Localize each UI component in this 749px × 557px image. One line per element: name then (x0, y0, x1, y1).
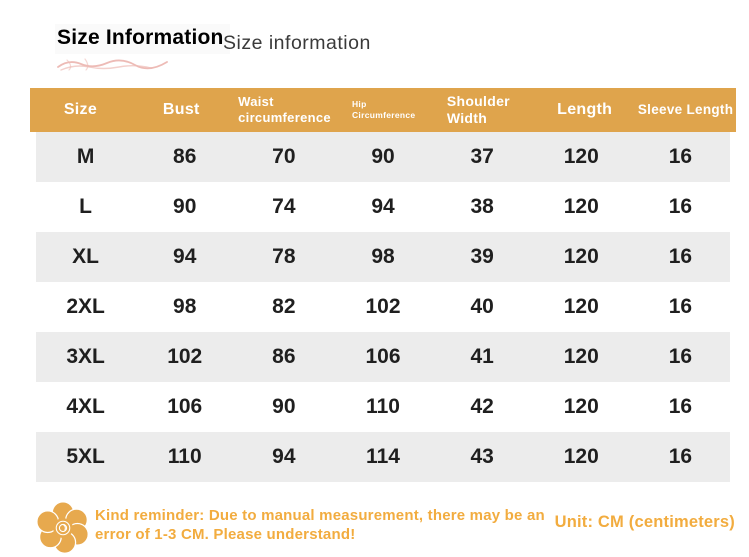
page-subtitle: Size information (223, 32, 371, 54)
flower-icon (36, 501, 89, 554)
size-cell: 4XL (66, 395, 105, 418)
table-body: M 86 70 90 37 120 16 L 90 74 94 38 120 16 XL 94 78 98 39 12… (36, 132, 730, 482)
table-row: M 86 70 90 37 120 16 (36, 132, 730, 182)
value-cell: 94 (272, 445, 296, 468)
value-cell: 98 (371, 245, 395, 268)
value-cell: 90 (173, 195, 197, 218)
size-table: Size Bust Waist circumference Hip Circum… (30, 88, 736, 482)
size-cell: M (76, 145, 95, 168)
size-cell: 2XL (66, 295, 105, 318)
value-cell: 120 (563, 345, 599, 368)
size-cell: 3XL (66, 345, 105, 368)
size-cell: L (79, 195, 92, 218)
table-row: 3XL 102 86 106 41 120 16 (36, 332, 730, 382)
value-cell: 94 (173, 245, 197, 268)
table-row: 4XL 106 90 110 42 120 16 (36, 382, 730, 432)
value-cell: 120 (563, 245, 599, 268)
header-cell-bust: Bust (162, 101, 200, 118)
table-row: XL 94 78 98 39 120 16 (36, 232, 730, 282)
size-cell: XL (72, 245, 99, 268)
header-cell-sleeve-length: Sleeve Length (637, 101, 734, 117)
header-cell-waist-circumference: Waist circumference (238, 93, 331, 125)
value-cell: 78 (272, 245, 296, 268)
value-cell: 16 (668, 295, 693, 318)
value-cell: 106 (167, 395, 203, 418)
value-cell: 16 (668, 445, 693, 468)
value-cell: 37 (470, 145, 494, 168)
value-cell: 41 (470, 345, 494, 368)
value-cell: 74 (272, 195, 296, 218)
header-cell-size: Size (63, 101, 98, 118)
value-cell: 120 (563, 195, 599, 218)
table-row: 2XL 98 82 102 40 120 16 (36, 282, 730, 332)
value-cell: 38 (470, 195, 494, 218)
value-cell: 70 (272, 145, 296, 168)
reminder-text: Kind reminder: Due to manual measurement… (95, 507, 545, 543)
value-cell: 110 (167, 445, 202, 468)
value-cell: 110 (366, 395, 400, 418)
unit-label: Unit: CM (centimeters) (554, 513, 735, 531)
value-cell: 16 (668, 245, 693, 268)
table-header: Size Bust Waist circumference Hip Circum… (30, 88, 736, 132)
value-cell: 86 (173, 145, 197, 168)
value-cell: 40 (470, 295, 494, 318)
value-cell: 120 (563, 145, 599, 168)
value-cell: 39 (470, 245, 494, 268)
size-cell: 5XL (66, 445, 105, 468)
page-title: Size Information (55, 24, 230, 54)
value-cell: 16 (668, 345, 693, 368)
value-cell: 114 (366, 445, 400, 468)
scribble-decoration (57, 58, 168, 71)
value-cell: 120 (563, 445, 599, 468)
value-cell: 98 (173, 295, 197, 318)
footer: Kind reminder: Due to manual measurement… (36, 499, 735, 555)
value-cell: 16 (668, 195, 693, 218)
value-cell: 16 (668, 145, 693, 168)
value-cell: 82 (272, 295, 296, 318)
header-cell-hip-circumference: Hip Circumference (351, 99, 416, 120)
value-cell: 90 (272, 395, 296, 418)
value-cell: 42 (470, 395, 494, 418)
value-cell: 16 (668, 395, 693, 418)
value-cell: 120 (563, 295, 599, 318)
value-cell: 102 (167, 345, 203, 368)
value-cell: 86 (272, 345, 296, 368)
header-cell-length: Length (557, 101, 613, 118)
value-cell: 43 (470, 445, 494, 468)
table-row: L 90 74 94 38 120 16 (36, 182, 730, 232)
value-cell: 120 (563, 395, 599, 418)
header-cell-shoulder-width: Shoulder Width (446, 92, 510, 127)
table-row: 5XL 110 94 114 43 120 16 (36, 432, 730, 482)
value-cell: 90 (371, 145, 395, 168)
value-cell: 102 (365, 295, 401, 318)
value-cell: 106 (365, 345, 401, 368)
value-cell: 94 (371, 195, 395, 218)
